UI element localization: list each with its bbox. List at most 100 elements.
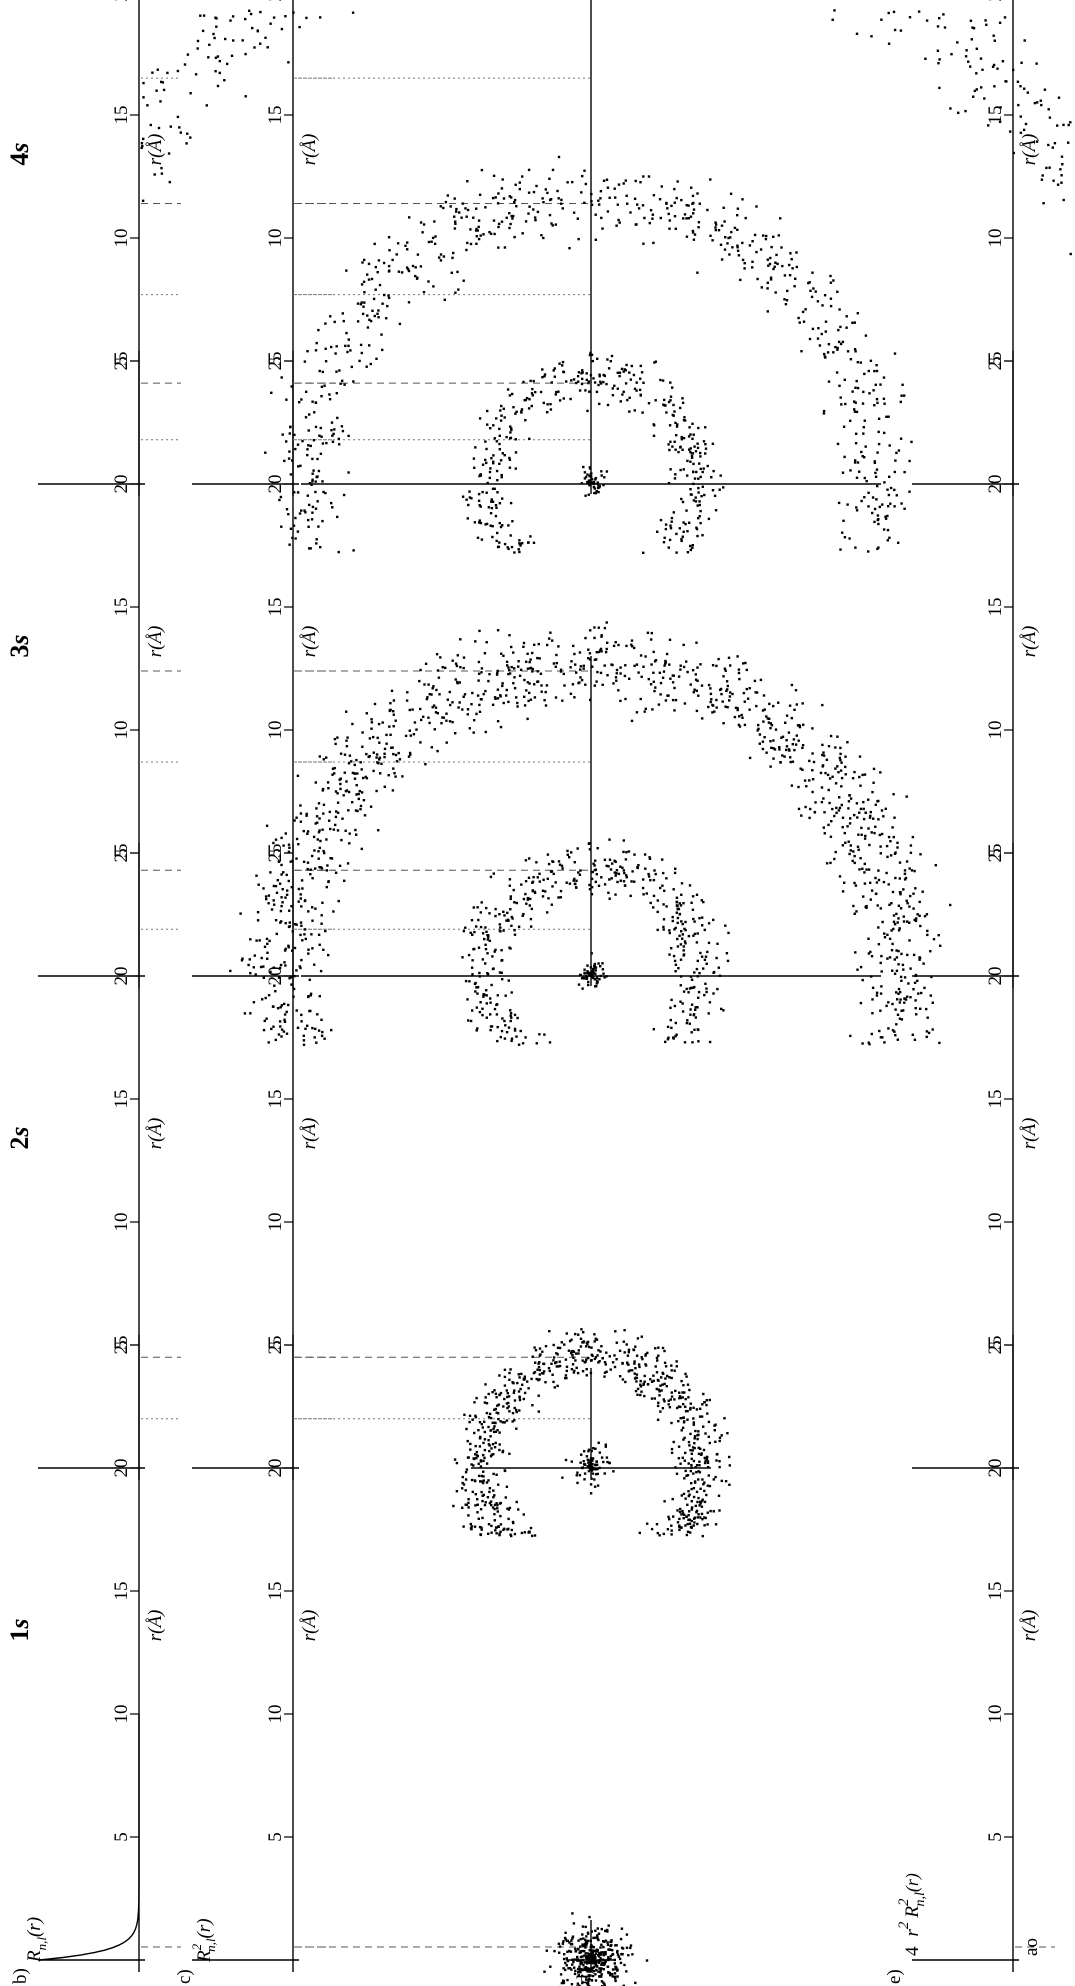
density-dot — [297, 900, 300, 903]
density-dot — [681, 922, 684, 926]
density-dot — [689, 1008, 692, 1011]
density-dot — [672, 674, 675, 677]
density-dot — [783, 755, 786, 758]
density-dot — [900, 1018, 904, 1021]
density-dot — [775, 253, 778, 257]
density-dot — [487, 1522, 491, 1526]
density-dot — [461, 1506, 464, 1509]
density-dot — [601, 962, 604, 965]
density-dot — [619, 879, 622, 882]
density-dot — [903, 997, 906, 1000]
density-dot — [657, 1379, 660, 1382]
density-dot — [680, 930, 683, 933]
density-dot — [566, 849, 569, 853]
density-dot — [648, 221, 651, 225]
density-dot — [659, 1410, 662, 1413]
density-dot — [194, 73, 198, 76]
density-dot — [485, 1481, 489, 1484]
density-dot — [325, 885, 329, 889]
density-dot — [862, 432, 865, 435]
density-dot — [661, 858, 664, 861]
density-dot — [624, 369, 627, 372]
density-dot — [590, 886, 594, 889]
density-dot — [469, 242, 473, 246]
density-dot — [835, 811, 838, 815]
density-dot — [683, 1477, 686, 1480]
density-dot — [317, 857, 320, 860]
density-dot — [625, 874, 628, 877]
density-dot — [474, 990, 477, 993]
density-dot — [480, 901, 483, 904]
density-dot — [455, 664, 459, 668]
density-dot — [412, 733, 416, 736]
density-dot — [548, 177, 551, 180]
density-dot — [342, 794, 345, 797]
density-dot — [571, 1363, 575, 1366]
density-dot — [502, 701, 505, 705]
density-dot — [574, 886, 578, 889]
density-dot — [993, 39, 996, 42]
density-dot — [330, 345, 333, 349]
density-dot — [241, 39, 244, 42]
density-dot — [283, 961, 286, 964]
density-dot — [317, 469, 321, 473]
density-dot — [675, 1033, 678, 1036]
density-dot — [816, 337, 820, 340]
density-dot — [513, 933, 517, 936]
tick-label: 10 — [111, 721, 132, 740]
density-dot — [248, 9, 251, 12]
density-dot — [612, 644, 616, 648]
density-dot — [344, 344, 347, 348]
density-dot — [678, 934, 681, 937]
density-dot — [373, 242, 376, 246]
density-dot — [336, 736, 339, 739]
density-dot — [705, 962, 708, 965]
density-dot — [905, 860, 909, 863]
density-dot — [887, 835, 891, 839]
density-dot — [506, 1392, 510, 1395]
density-dot — [854, 951, 857, 954]
density-dot — [585, 1345, 588, 1348]
density-dot — [851, 777, 855, 780]
density-dot — [680, 1379, 683, 1383]
density-dot — [280, 896, 283, 899]
density-dot — [714, 1475, 717, 1479]
density-dot — [594, 1973, 597, 1976]
density-dot — [499, 1514, 502, 1518]
density-dot — [600, 474, 603, 477]
tick-label: 25 — [265, 352, 286, 371]
radial-function-curve — [39, 1714, 140, 1961]
density-dot — [513, 1013, 517, 1017]
density-dot — [207, 56, 210, 59]
density-dot — [736, 228, 739, 231]
density-dot — [281, 433, 284, 436]
density-dot — [877, 926, 880, 929]
density-dot — [654, 1347, 657, 1350]
density-dot — [470, 919, 474, 922]
density-dot — [715, 698, 718, 702]
density-dot — [897, 987, 901, 991]
density-dot — [311, 511, 314, 514]
density-dot — [857, 848, 860, 851]
density-dot — [593, 1340, 596, 1343]
density-dot — [808, 779, 811, 782]
density-dot — [757, 723, 760, 727]
density-dot — [696, 1028, 699, 1031]
density-dot — [538, 1373, 541, 1376]
density-dot — [673, 201, 676, 204]
density-dot — [284, 964, 287, 967]
density-dot — [855, 432, 858, 435]
density-dot — [345, 789, 349, 792]
density-dot — [587, 1469, 591, 1473]
density-dot — [590, 1477, 593, 1480]
density-dot — [876, 484, 879, 488]
density-dot — [697, 426, 700, 430]
density-dot — [526, 652, 529, 655]
density-dot — [580, 1967, 583, 1971]
density-dot — [503, 246, 507, 249]
density-dot — [894, 876, 897, 880]
density-dot — [464, 979, 468, 983]
density-dot — [466, 180, 469, 183]
density-dot — [680, 435, 683, 439]
density-dot — [938, 17, 941, 20]
